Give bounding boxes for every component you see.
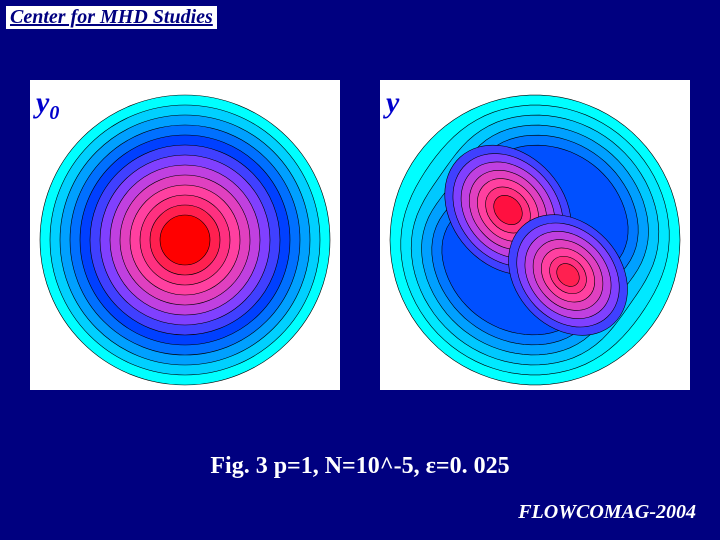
plot-row: y0 y [30, 80, 690, 390]
plot-right: y [380, 80, 690, 390]
plot-left-label: y0 [36, 86, 59, 125]
page-footer: FLOWCOMAG-2004 [518, 501, 696, 524]
contour-left [30, 80, 340, 390]
contour-right [380, 80, 690, 390]
figure-caption: Fig. 3 p=1, N=10^-5, ε=0. 025 [0, 453, 720, 480]
plot-right-label: y [386, 86, 399, 120]
plot-left: y0 [30, 80, 340, 390]
page-header: Center for MHD Studies [6, 6, 217, 29]
